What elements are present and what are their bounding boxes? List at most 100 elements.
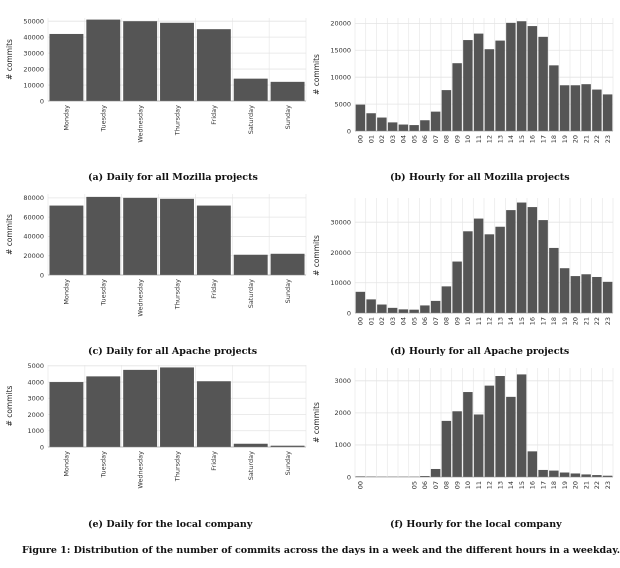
y-tick-label: 0 — [40, 443, 44, 451]
bar-thursday — [160, 22, 194, 102]
x-tick-label: 18 — [550, 317, 558, 325]
x-tick-label: 18 — [550, 135, 558, 143]
x-tick-label: 06 — [421, 481, 429, 489]
x-tick-label: 16 — [529, 481, 537, 489]
x-tick-label: 05 — [410, 317, 418, 325]
x-tick-label: Saturday — [247, 451, 255, 480]
x-tick-label: Monday — [63, 279, 71, 305]
y-tick-label: 40000 — [23, 33, 44, 41]
x-tick-label: Thursday — [173, 279, 181, 310]
bar-06 — [420, 476, 430, 477]
x-tick-label: 10 — [464, 135, 472, 143]
x-tick-label: 18 — [550, 481, 558, 489]
y-tick-label: 0 — [347, 473, 351, 481]
x-tick-label: 15 — [518, 317, 526, 325]
x-tick-label: 14 — [507, 481, 515, 489]
x-tick-label: 12 — [486, 481, 494, 489]
bar-02 — [377, 304, 387, 313]
x-tick-label: 19 — [561, 135, 569, 143]
panel-caption: (e) Daily for the local company — [88, 519, 253, 530]
y-axis-label: # commits — [312, 235, 321, 276]
x-tick-label: Sunday — [284, 279, 292, 303]
bar-23 — [602, 475, 613, 477]
bar-21 — [581, 474, 591, 477]
y-axis-label: # commits — [312, 402, 321, 443]
x-tick-label: 13 — [496, 481, 504, 489]
x-tick-label: Monday — [63, 105, 71, 131]
x-tick-label: 07 — [432, 317, 440, 325]
bar-21 — [581, 274, 591, 313]
x-tick-label: 08 — [443, 135, 451, 143]
y-tick-label: 20000 — [23, 252, 44, 260]
x-tick-label: 01 — [367, 317, 375, 325]
x-tick-label: 23 — [604, 317, 612, 325]
bar-22 — [592, 89, 602, 131]
x-tick-label: 04 — [400, 135, 408, 143]
bar-12 — [484, 385, 495, 477]
x-tick-label: 13 — [496, 135, 504, 143]
bar-tuesday — [86, 376, 121, 447]
bar-12 — [484, 234, 495, 313]
x-tick-label: Friday — [210, 451, 218, 471]
y-axis-label: # commits — [312, 54, 321, 95]
y-tick-label: 1000 — [334, 441, 351, 449]
x-tick-label: 06 — [421, 317, 429, 325]
x-tick-label: 12 — [486, 135, 494, 143]
y-tick-label: 80000 — [23, 194, 44, 202]
panel-caption: (f) Hourly for the local company — [390, 519, 562, 530]
x-tick-label: 16 — [529, 317, 537, 325]
y-tick-label: 0 — [40, 271, 44, 279]
x-tick-label: 22 — [593, 135, 601, 143]
x-tick-label: 02 — [378, 135, 386, 143]
x-tick-label: 08 — [443, 317, 451, 325]
x-tick-label: 00 — [357, 317, 365, 325]
bar-19 — [559, 472, 570, 477]
bar-00 — [355, 476, 366, 477]
bar-14 — [506, 22, 516, 131]
bar-12 — [484, 49, 495, 132]
x-tick-label: 14 — [507, 317, 515, 325]
x-tick-label: Saturday — [247, 105, 255, 134]
bar-03 — [387, 122, 398, 131]
bar-16 — [527, 451, 538, 477]
x-tick-label: 02 — [378, 317, 386, 325]
bar-17 — [538, 469, 548, 477]
bar-17 — [538, 36, 548, 132]
bar-05 — [409, 125, 419, 131]
bar-18 — [549, 470, 559, 477]
y-tick-label: 40000 — [23, 233, 44, 241]
bar-07 — [430, 111, 441, 131]
y-tick-label: 20000 — [330, 249, 351, 257]
x-tick-label: 13 — [496, 317, 504, 325]
bar-21 — [581, 84, 591, 131]
bar-wednesday — [123, 369, 158, 447]
x-tick-label: Wednesday — [136, 451, 144, 489]
bar-friday — [196, 29, 231, 101]
bar-22 — [592, 276, 602, 313]
bar-thursday — [160, 198, 194, 275]
x-tick-label: 05 — [410, 481, 418, 489]
bar-16 — [527, 207, 538, 313]
x-tick-label: 09 — [453, 481, 461, 489]
bar-07 — [430, 468, 441, 477]
x-tick-label: 15 — [518, 481, 526, 489]
x-tick-label: 12 — [486, 317, 494, 325]
y-tick-label: 2000 — [334, 409, 351, 417]
x-tick-label: Thursday — [173, 451, 181, 482]
panel-caption: (b) Hourly for all Mozilla projects — [390, 172, 570, 183]
y-tick-label: 15000 — [330, 47, 351, 55]
bar-08 — [441, 286, 452, 313]
bar-saturday — [233, 443, 268, 447]
chart-b: 0 5000 10000 15000 20000 00 01 02 03 04 05 06 07 08 09… — [312, 18, 614, 183]
y-tick-label: 5000 — [334, 100, 351, 108]
bar-14 — [506, 396, 516, 477]
y-tick-label: 2000 — [27, 411, 44, 419]
x-tick-label: Wednesday — [136, 279, 144, 317]
bar-14 — [506, 210, 516, 313]
bar-18 — [549, 65, 559, 131]
y-axis-label: # commits — [5, 39, 14, 80]
x-tick-label: Wednesday — [136, 105, 144, 143]
x-tick-label: 01 — [367, 135, 375, 143]
bar-10 — [463, 392, 473, 477]
x-tick-label: 23 — [604, 135, 612, 143]
